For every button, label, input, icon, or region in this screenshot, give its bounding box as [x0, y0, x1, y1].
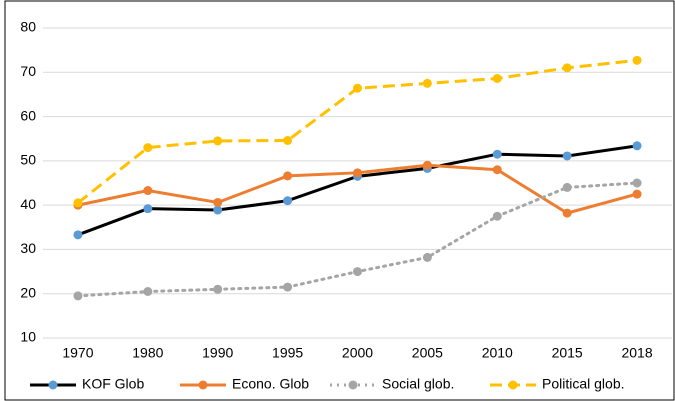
- marker: [632, 141, 642, 151]
- y-tick-label: 80: [20, 19, 36, 35]
- marker: [213, 205, 223, 215]
- series-line: [77, 58, 638, 205]
- marker: [562, 208, 572, 218]
- y-tick-label: 10: [20, 329, 36, 345]
- legend-label: KOF Glob: [82, 376, 144, 392]
- x-tick-label: 2018: [621, 345, 652, 361]
- marker: [143, 287, 153, 296]
- legend-marker: [198, 380, 208, 390]
- marker: [492, 149, 502, 159]
- x-tick-label: 2015: [552, 345, 583, 361]
- marker: [562, 63, 572, 73]
- marker: [492, 73, 502, 83]
- marker: [632, 178, 642, 188]
- x-tick-label: 1995: [272, 345, 303, 361]
- marker: [492, 165, 502, 175]
- marker: [283, 135, 293, 145]
- marker: [213, 197, 223, 207]
- marker: [143, 186, 153, 196]
- legend-label: Political glob.: [542, 376, 625, 392]
- legend-marker: [348, 380, 358, 390]
- marker: [73, 198, 83, 208]
- marker: [492, 211, 502, 221]
- x-tick-label: 2010: [482, 345, 513, 361]
- marker: [283, 282, 293, 292]
- marker: [632, 189, 642, 199]
- x-tick-label: 1990: [202, 345, 233, 361]
- y-tick-label: 40: [20, 196, 36, 212]
- y-tick-label: 50: [20, 152, 36, 168]
- marker: [353, 168, 362, 178]
- x-tick-label: 2000: [342, 345, 373, 361]
- x-tick-label: 2005: [412, 345, 443, 361]
- y-tick-label: 70: [20, 63, 36, 79]
- frame: [4, 0, 675, 401]
- marker: [353, 267, 362, 277]
- marker: [143, 204, 153, 214]
- marker: [283, 171, 293, 181]
- x-tick-label: 1970: [62, 345, 93, 361]
- marker: [213, 284, 223, 294]
- series-line: [76, 181, 639, 298]
- marker: [422, 160, 432, 170]
- legend-label: Econo. Glob: [232, 376, 309, 392]
- x-tick-label: 1980: [132, 345, 163, 361]
- legend-label: Social glob.: [382, 376, 454, 392]
- y-tick-label: 60: [20, 107, 36, 123]
- marker: [562, 182, 572, 192]
- y-tick-label: 30: [20, 240, 36, 256]
- legend-marker: [48, 380, 58, 390]
- marker: [73, 291, 83, 301]
- marker: [283, 196, 293, 206]
- marker: [353, 83, 362, 93]
- y-tick-label: 20: [20, 284, 36, 300]
- marker: [213, 136, 223, 146]
- marker: [632, 55, 642, 65]
- marker: [422, 78, 432, 88]
- marker: [73, 230, 83, 240]
- series-line: [77, 144, 638, 237]
- marker: [143, 143, 153, 153]
- marker: [562, 151, 572, 161]
- legend-marker: [508, 380, 518, 390]
- marker: [422, 252, 432, 262]
